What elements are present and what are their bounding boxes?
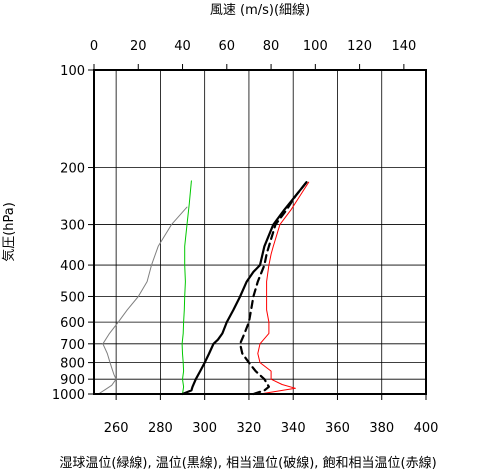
series-line-wind-speed	[97, 206, 188, 395]
series-line-saturated-equivalent-potential-temperature	[257, 181, 310, 395]
x-bottom-tick-label: 280	[148, 421, 173, 436]
x-bottom-tick-label: 400	[414, 421, 439, 436]
y-tick-label: 500	[60, 290, 85, 305]
y-tick-label: 400	[60, 259, 85, 274]
plot-frame	[93, 69, 427, 395]
y-tick-label: 300	[60, 219, 85, 234]
top-axis-title: 風速 (m/s)(細線)	[210, 2, 310, 18]
grid-lines	[94, 69, 426, 395]
x-top-tick-label: 60	[219, 39, 236, 54]
y-tick-label: 600	[60, 316, 85, 331]
y-tick-label: 1000	[52, 388, 85, 403]
y-tick-label: 900	[60, 373, 85, 388]
x-top-tick-label: 140	[391, 39, 416, 54]
y-tick-label: 200	[60, 162, 85, 177]
x-bottom-tick-label: 320	[237, 421, 262, 436]
x-bottom-tick-label: 340	[281, 421, 306, 436]
x-bottom-tick-label: 300	[192, 421, 217, 436]
series-line-wet-bulb-potential-temperature	[181, 180, 192, 395]
x-top-tick-label: 20	[130, 39, 147, 54]
x-bottom-tick-label: 360	[325, 421, 350, 436]
left-axis-title: 気圧(hPa)	[1, 202, 17, 262]
x-bottom-tick-label: 260	[104, 421, 129, 436]
y-tick-label: 800	[60, 357, 85, 372]
x-top-tick-label: 120	[347, 39, 372, 54]
series-line-potential-temperature	[181, 181, 308, 396]
x-top-tick-label: 80	[263, 39, 280, 54]
x-bottom-tick-label: 380	[369, 421, 394, 436]
x-top-tick-label: 0	[90, 39, 98, 54]
y-tick-label: 700	[60, 338, 85, 353]
x-top-tick-label: 100	[303, 39, 328, 54]
bottom-axis-title: 湿球温位(緑線), 温位(黒線), 相当温位(破線), 飽和相当温位(赤線)	[59, 455, 436, 471]
series-lines	[97, 180, 310, 396]
series-line-equivalent-potential-temperature	[239, 181, 308, 396]
y-tick-label: 100	[60, 64, 85, 79]
x-top-tick-label: 40	[174, 39, 191, 54]
